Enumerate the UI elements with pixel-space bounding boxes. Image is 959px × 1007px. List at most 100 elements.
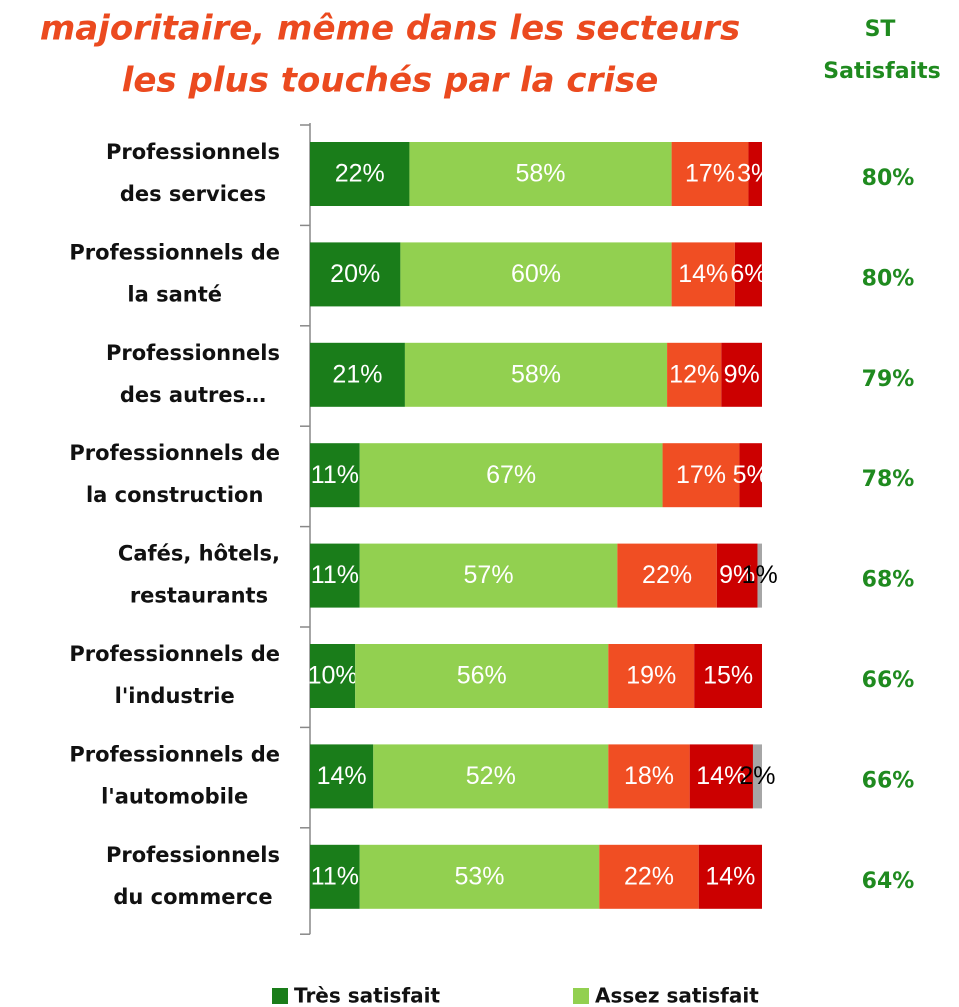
- bar-segment: [608, 644, 695, 708]
- total-header: Satisfaits: [823, 59, 940, 84]
- category-label: des autres…: [120, 383, 266, 407]
- data-label: 52%: [466, 762, 516, 790]
- bar-segment: [752, 744, 762, 809]
- bar-segment: [748, 142, 762, 206]
- total-label: 68%: [862, 568, 915, 593]
- total-label: 80%: [862, 166, 915, 191]
- data-label: 11%: [311, 561, 359, 589]
- data-label: 17%: [676, 461, 726, 489]
- bar-segment: [671, 142, 749, 206]
- bar-segment: [734, 242, 762, 307]
- data-label: 14%: [705, 862, 755, 890]
- total-label: 64%: [862, 869, 915, 894]
- bar-segment: [400, 242, 672, 307]
- bar-segment: [359, 443, 663, 508]
- chart-title: majoritaire, même dans les secteurs: [40, 9, 740, 49]
- total-label: 78%: [862, 467, 915, 492]
- bar-segment: [404, 342, 668, 407]
- category-label: la santé: [127, 282, 222, 306]
- data-label: 3%: [737, 160, 773, 188]
- bar-segment: [310, 242, 401, 307]
- bar-segment: [608, 744, 690, 809]
- data-label: 10%: [308, 662, 358, 690]
- category-label: la construction: [86, 483, 263, 507]
- legend-swatch: [573, 988, 589, 1004]
- bar-segment: [310, 142, 410, 206]
- data-label: 9%: [724, 360, 760, 388]
- bar-segment: [355, 644, 609, 708]
- bar-segment: [310, 644, 356, 708]
- total-label: 66%: [862, 768, 915, 793]
- total-label: 79%: [862, 367, 915, 392]
- bar-segment: [662, 443, 740, 508]
- bar-segment: [689, 744, 753, 809]
- bar-segment: [694, 644, 762, 708]
- bar-segment: [310, 443, 360, 508]
- category-label: Cafés, hôtels,: [118, 542, 280, 566]
- data-label: 22%: [624, 862, 674, 890]
- data-label: 22%: [642, 561, 692, 589]
- data-label: 19%: [626, 662, 676, 690]
- category-label: restaurants: [130, 584, 268, 608]
- bar-segment: [757, 543, 762, 608]
- bar-segment: [671, 242, 735, 307]
- data-label: 6%: [730, 260, 766, 288]
- data-label: 1%: [742, 561, 778, 589]
- category-label: l'industrie: [115, 684, 235, 708]
- data-label: 21%: [332, 360, 382, 388]
- category-label: Professionnels de: [69, 642, 280, 666]
- legend-label: Assez satisfait: [595, 984, 759, 1007]
- category-label: du commerce: [113, 885, 272, 909]
- data-label: 12%: [669, 360, 719, 388]
- category-label: Professionnels de: [69, 742, 280, 766]
- bar-segment: [409, 142, 672, 206]
- data-label: 53%: [454, 862, 504, 890]
- category-label: Professionnels de: [69, 441, 280, 465]
- category-label: l'automobile: [101, 784, 248, 808]
- data-label: 5%: [733, 461, 769, 489]
- data-label: 56%: [457, 662, 507, 690]
- legend-swatch: [272, 988, 288, 1004]
- data-label: 58%: [515, 160, 565, 188]
- data-label: 15%: [703, 662, 753, 690]
- data-label: 14%: [317, 762, 367, 790]
- category-label: Professionnels: [106, 843, 280, 867]
- bar-segment: [617, 543, 717, 608]
- data-label: 11%: [311, 461, 359, 489]
- data-label: 14%: [678, 260, 728, 288]
- data-label: 60%: [511, 260, 561, 288]
- data-label: 2%: [739, 762, 775, 790]
- total-label: 80%: [862, 266, 915, 291]
- data-label: 11%: [311, 862, 359, 890]
- legend-label: Très satisfait: [294, 984, 441, 1007]
- bar-segment: [359, 543, 618, 608]
- category-label: Professionnels: [106, 140, 280, 164]
- data-label: 22%: [335, 160, 385, 188]
- data-label: 18%: [624, 762, 674, 790]
- bar-segment: [373, 744, 609, 809]
- bar-segment: [359, 844, 600, 909]
- category-label: Professionnels: [106, 341, 280, 365]
- bar-segment: [310, 744, 374, 809]
- bar-segment: [310, 342, 405, 407]
- data-label: 58%: [511, 360, 561, 388]
- data-label: 57%: [464, 561, 514, 589]
- data-label: 14%: [696, 762, 746, 790]
- bar-segment: [310, 543, 360, 608]
- data-label: 17%: [685, 160, 735, 188]
- data-label: 67%: [486, 461, 536, 489]
- chart-title: les plus touchés par la crise: [122, 61, 659, 101]
- bar-segment: [599, 844, 699, 909]
- category-label: Professionnels de: [69, 240, 280, 264]
- total-label: 66%: [862, 668, 915, 693]
- data-label: 20%: [330, 260, 380, 288]
- total-header: ST: [865, 17, 896, 42]
- bar-segment: [667, 342, 722, 407]
- bar-segment: [739, 443, 762, 508]
- bar-segment: [698, 844, 762, 909]
- data-label: 9%: [719, 561, 755, 589]
- bar-segment: [716, 543, 758, 608]
- bar-segment: [721, 342, 762, 407]
- bar-segment: [310, 844, 360, 909]
